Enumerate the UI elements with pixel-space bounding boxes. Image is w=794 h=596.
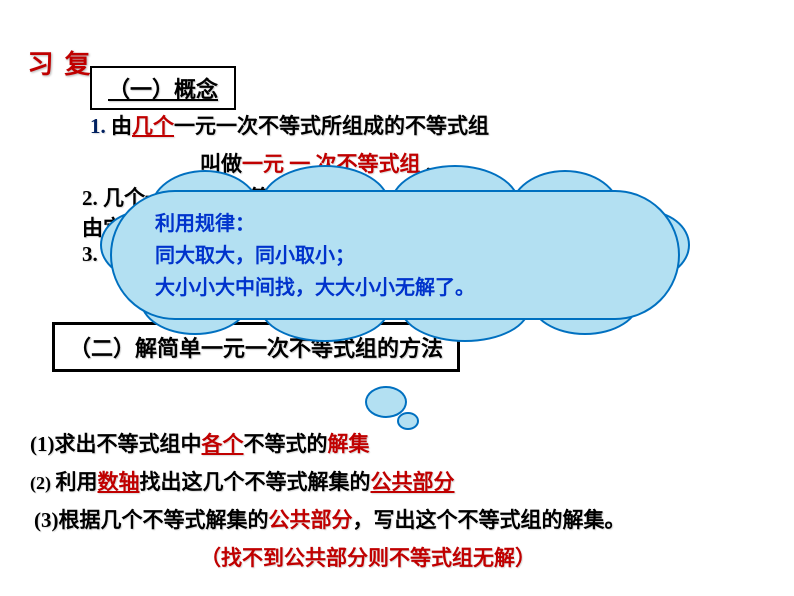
step2-shuzhou: 数轴: [98, 470, 140, 494]
side-char-1: 复: [57, 50, 94, 80]
side-char-2: 习: [20, 50, 57, 80]
cloud-line3: 大小小大中间找，大大小小无解了。: [155, 272, 475, 304]
line1: 1. 由几个一元一次不等式所组成的不等式组: [90, 110, 489, 140]
line1-jige: 几个: [132, 114, 174, 138]
side-review-label: 复 习: [20, 50, 94, 80]
step3-a: 根据几个不等式解集的: [59, 508, 269, 532]
step3: (3)根据几个不等式解集的公共部分，写出这个不等式组的解集。: [34, 504, 626, 534]
step4-text: （找不到公共部分则不等式组无解）: [200, 546, 536, 570]
cloud-text: 利用规律： 同大取大，同小取小； 大小小大中间找，大大小小无解了。: [155, 208, 475, 304]
step1-b: 不等式的: [244, 432, 328, 456]
cloud-line1: 利用规律：: [155, 208, 475, 240]
step3-ggbf: 公共部分: [269, 508, 353, 532]
step1: (1)求出不等式组中各个不等式的解集: [30, 428, 370, 458]
section1-title-box: （一）概念: [90, 66, 236, 110]
step1-gege: 各个: [202, 432, 244, 456]
step1-jieji: 解集: [328, 432, 370, 456]
section2-title-box: （二）解简单一元一次不等式组的方法: [52, 322, 460, 372]
cloud-callout: 利用规律： 同大取大，同小取小； 大小小大中间找，大大小小无解了。: [110, 190, 680, 320]
cloud-line2: 同大取大，同小取小；: [155, 240, 475, 272]
step1-a: 求出不等式组中: [55, 432, 202, 456]
step2-b: 找出这几个不等式解集的: [140, 470, 371, 494]
bubble-2: [397, 412, 419, 430]
step2-ggbf: 公共部分: [371, 470, 455, 494]
section2-title: （二）解简单一元一次不等式组的方法: [69, 336, 443, 361]
section1-title: （一）概念: [108, 77, 218, 102]
step4: （找不到公共部分则不等式组无解）: [200, 542, 536, 572]
step3-prefix: (3): [34, 508, 59, 532]
step3-b: ，写出这个不等式组的解集。: [353, 508, 626, 532]
line1-prefix: 1.: [90, 114, 111, 138]
line4-text: 3.: [82, 242, 98, 266]
step2-prefix: (2): [30, 473, 56, 493]
step2: (2) 利用数轴找出这几个不等式解集的公共部分: [30, 466, 455, 496]
line4: 3.: [82, 242, 98, 267]
step1-prefix: (1): [30, 432, 55, 456]
line1-rest: 一元一次不等式所组成的不等式组: [174, 114, 489, 138]
step2-a: 利用: [56, 470, 98, 494]
line1-by: 由: [111, 114, 132, 138]
